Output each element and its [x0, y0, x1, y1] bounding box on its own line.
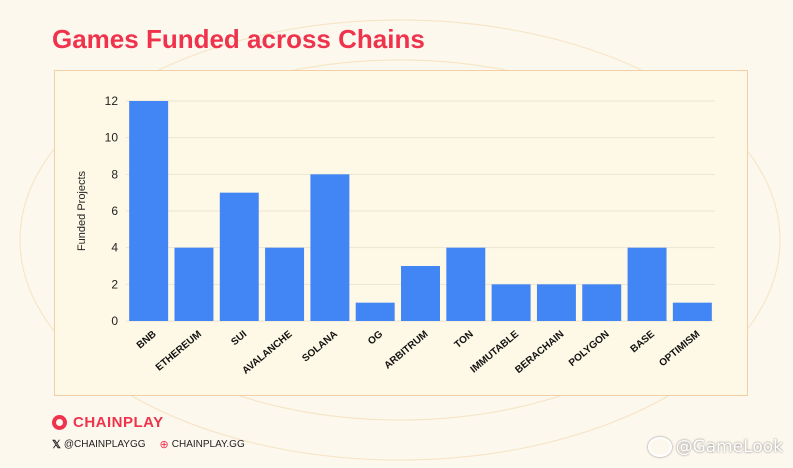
- x-tick-label: SOLANA: [300, 329, 339, 365]
- bar: [219, 192, 259, 321]
- watermark: @GameLook: [647, 437, 783, 457]
- bar: [582, 284, 622, 321]
- x-tick-label: BNB: [135, 329, 159, 351]
- x-tick-label: ARBITRUM: [383, 329, 431, 372]
- x-tick-label: POLYGON: [567, 329, 612, 369]
- x-tick-label: ETHEREUM: [154, 329, 204, 374]
- bar: [672, 302, 712, 321]
- bar: [627, 247, 667, 321]
- watermark-text: @GameLook: [675, 437, 783, 457]
- y-tick-label: 10: [105, 131, 119, 145]
- y-tick-label: 6: [111, 204, 118, 218]
- x-tick-label: BASE: [629, 329, 658, 355]
- y-tick-label: 8: [111, 167, 118, 181]
- bar: [355, 302, 395, 321]
- social-links: 𝕏 @CHAINPLAYGG ⊕ CHAINPLAY.GG: [52, 438, 245, 451]
- chart-title: Games Funded across Chains: [52, 24, 425, 54]
- y-axis-label: Funded Projects: [76, 170, 88, 251]
- bar: [129, 101, 169, 321]
- brand-name: CHAINPLAY: [73, 414, 164, 431]
- chainplay-logo-icon: [52, 415, 67, 430]
- x-tick-label: TON: [453, 329, 476, 351]
- bar: [446, 247, 486, 321]
- y-tick-label: 2: [111, 277, 118, 291]
- y-tick-label: 4: [111, 241, 118, 255]
- y-tick-label: 0: [111, 314, 118, 328]
- y-tick-label: 12: [105, 94, 119, 108]
- bar: [174, 247, 214, 321]
- x-tick-label: AVALANCHE: [240, 329, 294, 377]
- brand: CHAINPLAY: [52, 414, 164, 431]
- bar: [536, 284, 576, 321]
- bar: [265, 247, 305, 321]
- x-twitter-icon: 𝕏: [52, 439, 61, 451]
- website: CHAINPLAY.GG: [171, 439, 245, 450]
- bar: [401, 266, 440, 321]
- weibo-icon: [647, 437, 672, 457]
- x-tick-label: OG: [366, 329, 385, 348]
- bar: [491, 284, 531, 321]
- twitter-handle: @CHAINPLAYGG: [63, 439, 146, 450]
- bar: [310, 174, 350, 321]
- x-tick-label: SUI: [229, 329, 249, 348]
- x-tick-label: BERACHAIN: [513, 329, 566, 376]
- globe-icon: ⊕: [159, 439, 169, 451]
- x-tick-label: OPTIMISM: [657, 329, 702, 369]
- chart-frame: 0 2 4 6 8 10 12 Funded Projects BNB ETHEREUM SUI AV…: [54, 70, 748, 396]
